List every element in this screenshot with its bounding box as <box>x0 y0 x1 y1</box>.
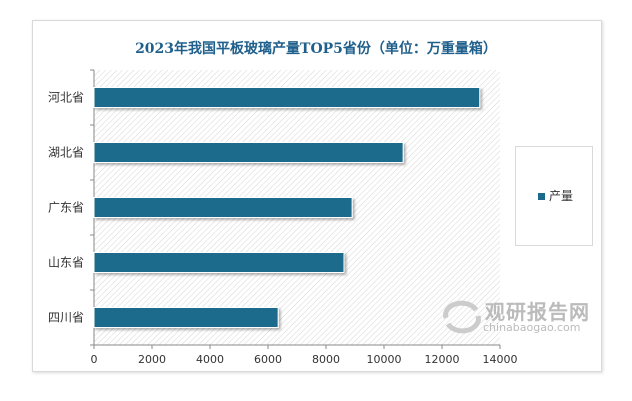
category-label: 山东省 <box>48 256 84 270</box>
x-tick-label: 2000 <box>138 353 166 366</box>
bar-河北省 <box>93 87 481 108</box>
x-tick-label: 8000 <box>312 353 340 366</box>
chart-title: 2023年我国平板玻璃产量TOP5省份（单位：万重量箱） <box>135 41 497 57</box>
x-tick-label: 0 <box>91 353 98 366</box>
legend-label: 产量 <box>549 189 574 203</box>
x-tick-label: 12000 <box>425 353 460 366</box>
bar-山东省 <box>93 252 345 273</box>
bar-四川省 <box>93 307 279 328</box>
watermark-en: chinabaogao.com <box>483 321 581 334</box>
watermark-logo-icon <box>443 300 481 334</box>
category-label: 河北省 <box>48 91 84 105</box>
bar-广东省 <box>93 197 353 218</box>
category-label: 四川省 <box>48 311 84 325</box>
x-tick-label: 14000 <box>483 353 518 366</box>
legend-swatch <box>538 193 545 200</box>
watermark: 观研报告网 chinabaogao.com <box>440 296 589 340</box>
x-tick-label: 6000 <box>254 353 282 366</box>
x-tick-label: 10000 <box>367 353 402 366</box>
bar-湖北省 <box>93 142 404 163</box>
x-tick-label: 4000 <box>196 353 224 366</box>
category-label: 广东省 <box>48 201 84 215</box>
legend: 产量 <box>515 146 593 246</box>
watermark-cn: 观研报告网 <box>485 300 590 324</box>
category-label: 湖北省 <box>48 145 84 160</box>
